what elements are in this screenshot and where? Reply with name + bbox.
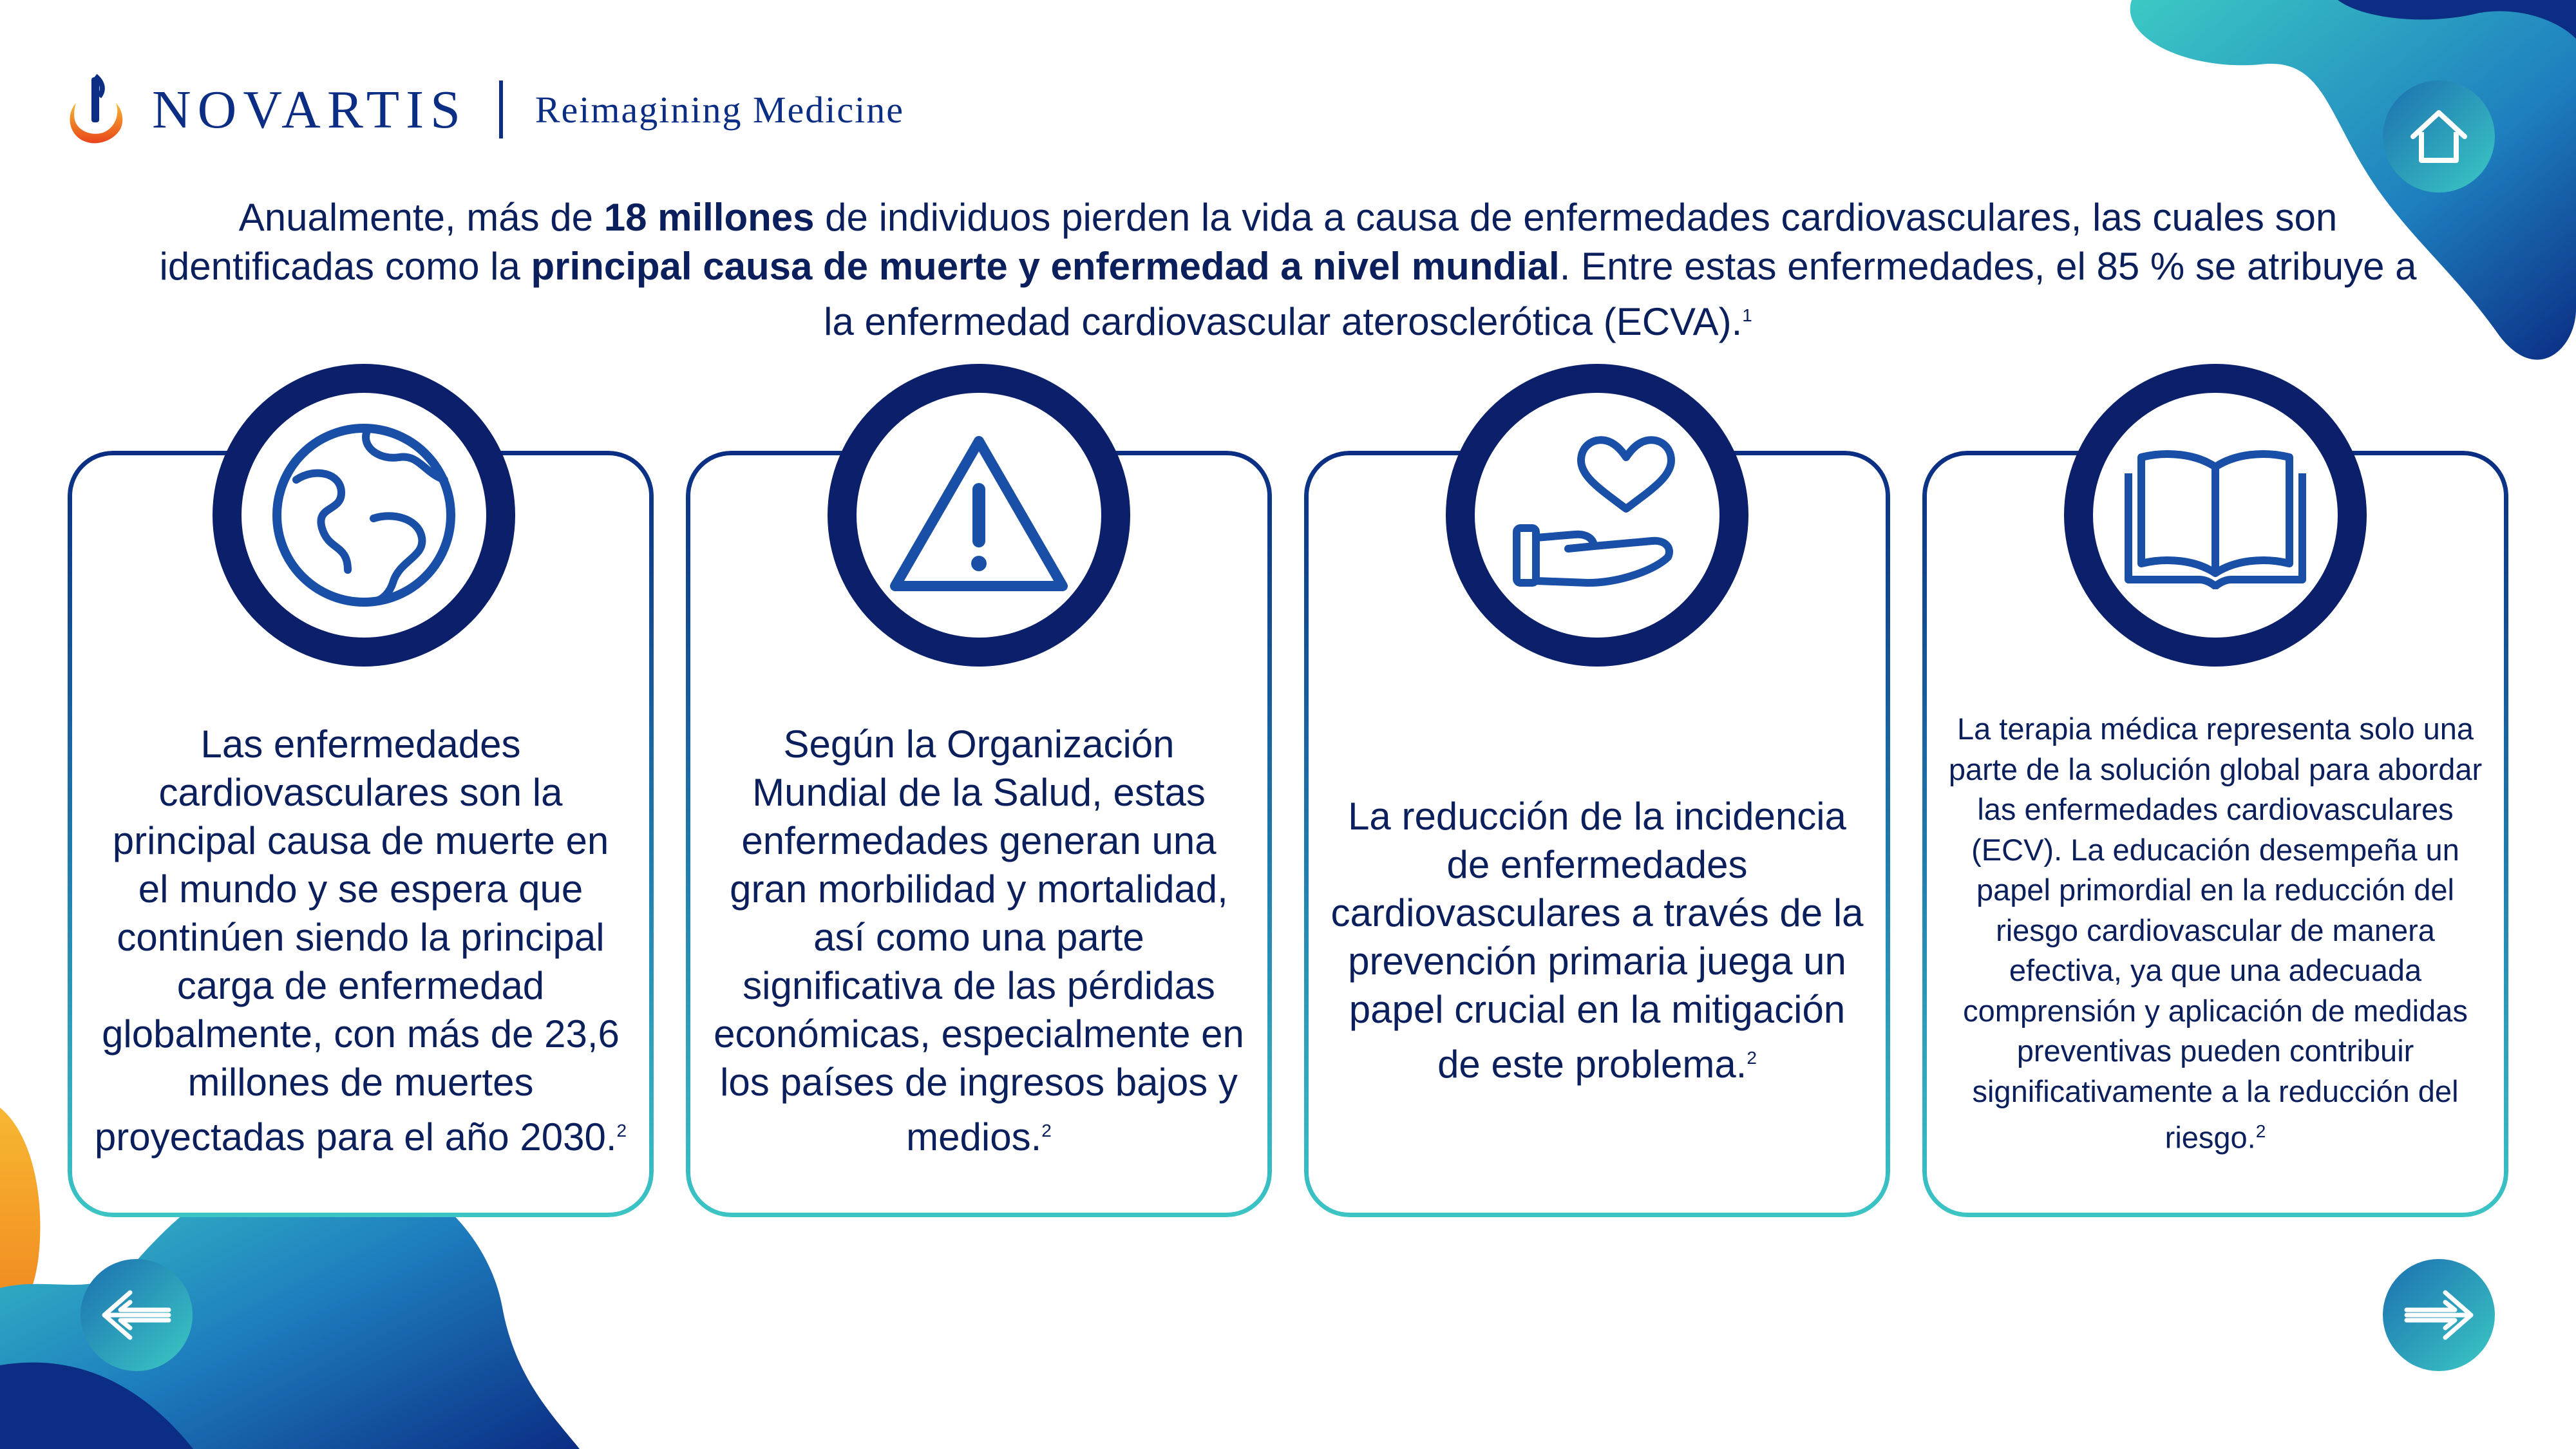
intro-text-2: de individuos pierden la vida a causa de… <box>159 196 2338 288</box>
intro-reference: 1 <box>1742 305 1752 325</box>
card-4-text: La terapia médica representa solo una pa… <box>1948 712 2483 1155</box>
card-text: La terapia médica representa solo una pa… <box>1948 451 2483 1179</box>
heart-hand-icon <box>1513 436 1675 587</box>
card-text: Las enfermedades cardiovasculares son la… <box>93 451 628 1179</box>
card-1-text: Las enfermedades cardiovasculares son la… <box>94 722 620 1159</box>
card-1-icon-circle <box>213 364 515 667</box>
card-3-icon-circle <box>1446 364 1748 667</box>
card-2-text: Según la Organización Mundial de la Salu… <box>714 722 1244 1159</box>
intro-text-1: Anualmente, más de <box>238 196 604 239</box>
globe-icon <box>272 424 455 607</box>
card-1-reference: 2 <box>616 1120 627 1141</box>
open-book-icon <box>2125 450 2306 589</box>
card-3-text: La reducción de la incidencia de enferme… <box>1331 795 1864 1086</box>
previous-button[interactable] <box>80 1259 193 1371</box>
header-divider <box>498 80 503 138</box>
brand-tagline: Reimagining Medicine <box>535 88 904 131</box>
home-button[interactable] <box>2383 80 2495 193</box>
novartis-logo-icon <box>70 73 123 144</box>
card-text: Según la Organización Mundial de la Salu… <box>712 451 1246 1179</box>
card-4-icon-circle <box>2064 364 2367 667</box>
arrow-left-icon <box>102 1290 171 1340</box>
brand-name: NOVARTIS <box>152 79 467 140</box>
card-2-reference: 2 <box>1041 1120 1052 1141</box>
intro-bold-2: principal causa de muerte y enfermedad a… <box>531 245 1560 288</box>
intro-paragraph: Anualmente, más de 18 millones de indivi… <box>142 193 2434 346</box>
intro-text-3: . Entre estas enfermedades, el 85 % se a… <box>824 245 2417 343</box>
intro-bold-1: 18 millones <box>603 196 815 239</box>
warning-icon <box>890 436 1068 591</box>
header: NOVARTIS Reimagining Medicine <box>64 61 904 158</box>
bottom-left-blob <box>0 1108 580 1449</box>
card-3-reference: 2 <box>1747 1048 1757 1068</box>
card-4-reference: 2 <box>2255 1121 2266 1142</box>
card-2-icon-circle <box>828 364 1130 667</box>
card-text: La reducción de la incidencia de enferme… <box>1330 451 1864 1179</box>
arrow-right-icon <box>2404 1290 2474 1340</box>
next-button[interactable] <box>2383 1259 2495 1371</box>
home-icon <box>2410 110 2467 163</box>
